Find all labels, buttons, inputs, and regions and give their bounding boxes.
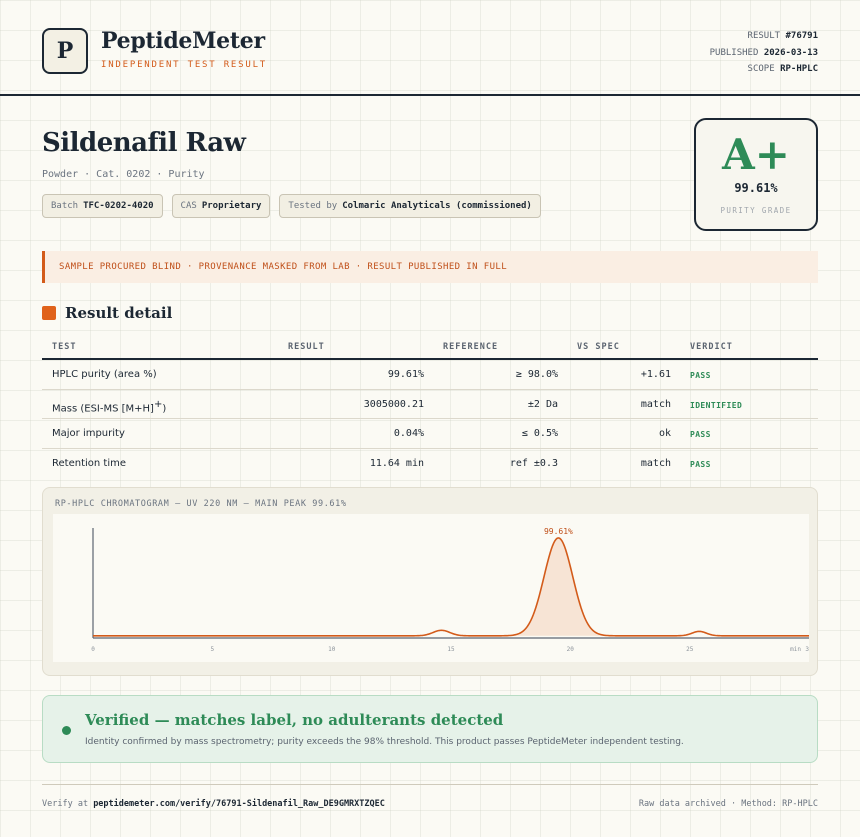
chromatogram-trace xyxy=(93,537,809,637)
main-peak-label: 99.61% xyxy=(544,527,573,536)
cell-vs-spec: match xyxy=(640,457,671,469)
grade-letter: A+ xyxy=(722,130,790,179)
cell-result: 0.04% xyxy=(393,428,424,439)
cell-vs-spec: +1.61 xyxy=(640,369,671,380)
col-verdict: VERDICT xyxy=(690,342,733,352)
verified-text: Identity confirmed by mass spectrometry;… xyxy=(85,737,684,747)
x-tick-label: min xyxy=(790,646,801,653)
verified-dot-icon xyxy=(62,726,71,735)
section-title: Result detail xyxy=(65,304,173,322)
procurement-notice: SAMPLE PROCURED BLIND · PROVENANCE MASKE… xyxy=(42,251,818,283)
cell-test: Major impurity xyxy=(52,428,125,439)
purity-grade-card: A+ 99.61% PURITY GRADE xyxy=(694,118,818,231)
col-result: RESULT xyxy=(288,342,325,352)
x-tick-label: 25 xyxy=(686,646,694,653)
cell-verdict: PASS xyxy=(690,430,711,439)
report-meta: RESULT #76791 PUBLISHED 2026-03-13 SCOPE… xyxy=(710,28,818,78)
table-row: HPLC purity (area %) 99.61% ≥ 98.0% +1.6… xyxy=(42,360,818,390)
cell-vs-spec: match xyxy=(640,398,671,410)
batch-chip: Batch TFC-0202-4020 xyxy=(42,194,163,218)
brand-name: PeptideMeter xyxy=(101,28,265,54)
cell-reference: ≥ 98.0% xyxy=(515,369,558,380)
col-test: TEST xyxy=(52,342,77,352)
x-tick-label: 20 xyxy=(567,646,575,653)
product-title: Sildenafil Raw xyxy=(42,128,246,158)
x-tick-label: 0 xyxy=(91,646,95,653)
product-chips: Batch TFC-0202-4020 CAS Proprietary Tested… xyxy=(42,194,541,218)
cell-verdict: IDENTIFIED xyxy=(690,400,743,410)
col-vs-spec: VS SPEC xyxy=(577,342,620,352)
chart-plot-background xyxy=(53,514,809,662)
cell-test: HPLC purity (area %) xyxy=(52,369,157,380)
x-tick-label: 15 xyxy=(447,646,455,653)
table-header: TEST RESULT REFERENCE VS SPEC VERDICT xyxy=(42,338,818,360)
cell-test: Mass (ESI-MS [M+H]+) xyxy=(52,398,167,414)
x-tick-label: 10 xyxy=(328,646,336,653)
section-marker-icon xyxy=(42,306,56,320)
cell-test: Retention time xyxy=(52,457,126,469)
cell-reference: ref ±0.3 xyxy=(509,457,558,469)
cell-vs-spec: ok xyxy=(658,428,671,439)
brand-logo: P xyxy=(42,28,88,74)
chromatogram-chart: 0 5 10 15 20 25 30 min 99.61% xyxy=(53,514,809,662)
cell-result: 11.64 min xyxy=(369,457,424,469)
chart-title: RP-HPLC CHROMATOGRAM — UV 220 NM — MAIN … xyxy=(55,499,347,509)
x-tick-label: 5 xyxy=(210,646,214,653)
footer-divider xyxy=(42,784,818,785)
result-table: TEST RESULT REFERENCE VS SPEC VERDICT HP… xyxy=(42,338,818,478)
meta-published: PUBLISHED 2026-03-13 xyxy=(709,47,818,58)
meta-result: RESULT #76791 xyxy=(747,31,818,41)
grade-value: 99.61% xyxy=(734,181,778,195)
chromatogram-card: RP-HPLC CHROMATOGRAM — UV 220 NM — MAIN … xyxy=(42,487,818,676)
chromatogram-area xyxy=(515,537,602,636)
product-subtitle: Powder · Cat. 0202 · Purity xyxy=(42,169,205,180)
table-row: Major impurity 0.04% ≤ 0.5% ok PASS xyxy=(42,419,818,449)
brand-tagline: INDEPENDENT TEST RESULT xyxy=(101,60,268,70)
table-row: Mass (ESI-MS [M+H]+) 3005000.21 ±2 Da ma… xyxy=(42,390,818,419)
cell-verdict: PASS xyxy=(690,371,711,380)
tested-by-chip: Tested by Colmaric Analyticals (commissio… xyxy=(279,194,541,218)
footer-method: Raw data archived · Method: RP-HPLC xyxy=(638,799,818,809)
cell-reference: ±2 Da xyxy=(527,398,558,410)
verified-title: Verified — matches label, no adulterants… xyxy=(85,711,504,729)
cell-verdict: PASS xyxy=(690,459,711,469)
x-tick-label: 30 xyxy=(805,646,809,653)
cas-chip: CAS Proprietary xyxy=(171,194,271,218)
verified-banner: Verified — matches label, no adulterants… xyxy=(42,695,818,763)
cell-result: 99.61% xyxy=(387,369,424,380)
col-reference: REFERENCE xyxy=(443,342,499,352)
table-row: Retention time 11.64 min ref ±0.3 match … xyxy=(42,449,818,479)
cell-result: 3005000.21 xyxy=(363,398,424,410)
cell-reference: ≤ 0.5% xyxy=(521,428,558,439)
report-header: P PeptideMeter INDEPENDENT TEST RESULT R… xyxy=(0,0,860,96)
verify-link[interactable]: Verify at peptidemeter.com/verify/76791-… xyxy=(42,799,385,809)
grade-label: PURITY GRADE xyxy=(720,206,792,215)
meta-scope: SCOPE RP-HPLC xyxy=(747,64,818,74)
